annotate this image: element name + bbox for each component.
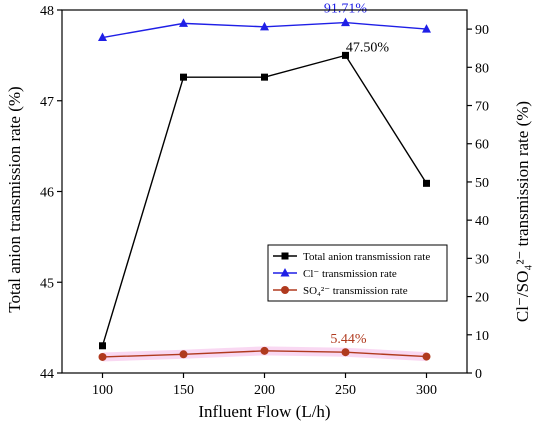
data-annotation: 5.44% <box>330 332 367 347</box>
y-right-tick-label: 10 <box>475 329 489 344</box>
legend-label: SO₄²⁻ transmission rate <box>303 285 408 297</box>
legend-marker <box>280 268 290 277</box>
data-annotation: 91.71% <box>324 2 368 17</box>
series-cl-point <box>260 21 269 31</box>
series-cl-point <box>98 32 107 42</box>
series-total-anion-line <box>101 54 428 346</box>
y-right-tick-label: 30 <box>475 252 489 267</box>
series-so4-point <box>422 352 431 361</box>
legend-box <box>267 244 448 302</box>
x-tick-label: 300 <box>416 383 437 398</box>
y-right-tick-label: 0 <box>475 367 482 382</box>
y-left-tick-label: 47 <box>40 95 54 110</box>
legend-label: Cl⁻ transmission rate <box>303 268 397 280</box>
y-left-tick-label: 46 <box>40 186 54 201</box>
y-left-axis-title: Total anion transmission rate (%) <box>5 86 24 312</box>
data-annotation: 47.50% <box>346 40 390 55</box>
series-so4-point <box>98 352 107 361</box>
y-right-tick-label: 60 <box>475 138 489 153</box>
x-tick-label: 250 <box>335 383 356 398</box>
plot-frame <box>61 9 468 374</box>
series-so4-point <box>260 346 269 355</box>
series-cl-point <box>422 24 431 33</box>
y-right-tick-label: 40 <box>475 214 489 229</box>
x-tick-label: 150 <box>173 383 194 398</box>
series-total-anion-point <box>342 51 349 59</box>
x-tick-label: 100 <box>92 383 113 398</box>
series-total-anion-point <box>261 73 268 81</box>
y-right-tick-label: 50 <box>475 176 489 191</box>
legend-marker <box>281 252 289 260</box>
series-cl-point <box>341 17 350 27</box>
y-left-tick-label: 45 <box>40 276 54 291</box>
series-so4-point <box>179 350 188 359</box>
y-right-axis-title: Cl⁻/SO₄²⁻ transmission rate (%) <box>513 101 532 322</box>
y-right-tick-label: 20 <box>475 291 489 306</box>
y-right-tick-label: 90 <box>475 23 489 38</box>
y-left-tick-label: 44 <box>40 367 54 382</box>
y-right-tick-label: 70 <box>475 100 489 115</box>
y-right-tick-label: 80 <box>475 61 489 76</box>
series-total-anion-point <box>180 73 187 81</box>
series-cl-point <box>179 18 188 27</box>
series-so4-point <box>341 348 350 357</box>
series-total-anion-point <box>99 342 106 350</box>
series-total-anion-point <box>423 179 430 187</box>
legend-label: Total anion transmission rate <box>303 251 430 263</box>
x-axis-title: Influent Flow (L/h) <box>198 402 330 421</box>
y-left-tick-label: 48 <box>40 4 54 19</box>
legend-marker <box>281 286 289 294</box>
x-tick-label: 200 <box>254 383 275 398</box>
